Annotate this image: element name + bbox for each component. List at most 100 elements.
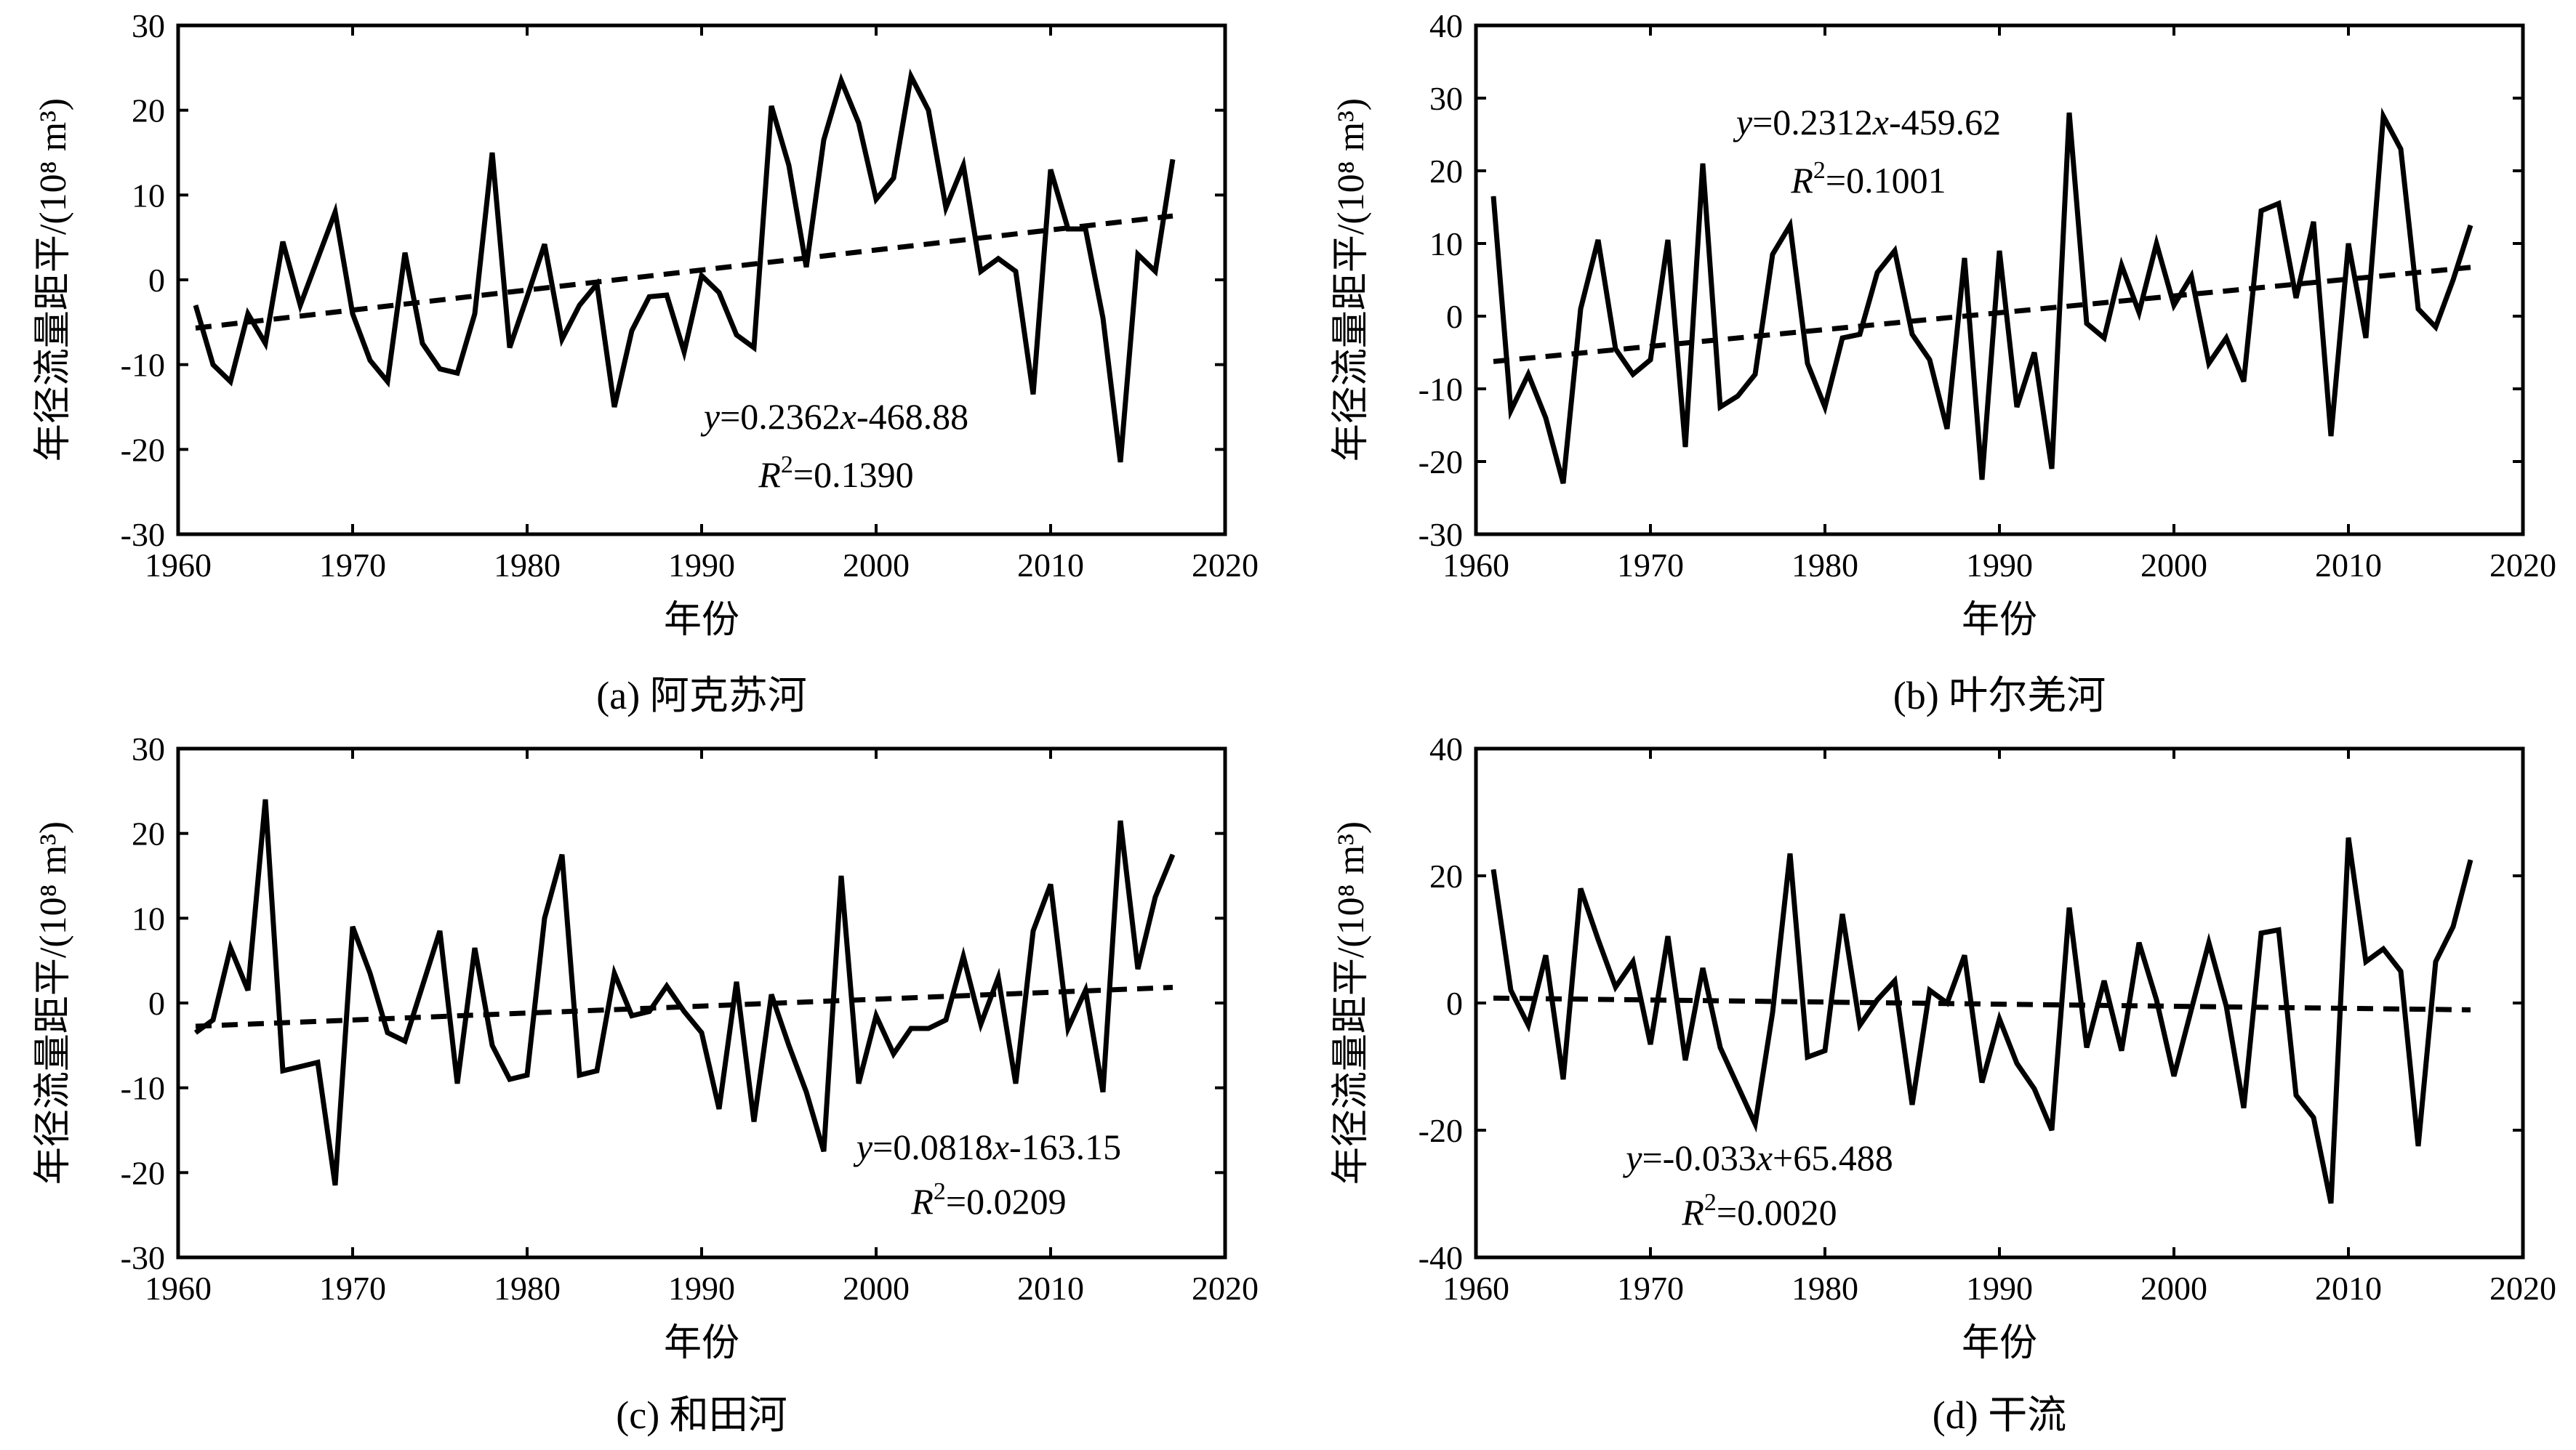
y-tick-label: 10 bbox=[132, 177, 165, 214]
x-tick-label: 1970 bbox=[1617, 547, 1684, 584]
data-point bbox=[474, 313, 476, 315]
data-point bbox=[2348, 243, 2349, 244]
data-point bbox=[1493, 869, 1494, 870]
data-point bbox=[2208, 942, 2210, 943]
x-tick-label: 1960 bbox=[145, 1270, 212, 1307]
regression-equation: y=-0.033x+65.488 bbox=[1622, 1137, 1893, 1178]
data-point bbox=[683, 351, 685, 353]
data-point bbox=[910, 76, 912, 77]
panel-caption: (d) 干流 bbox=[1933, 1393, 2066, 1437]
data-point bbox=[910, 1028, 912, 1029]
y-tick-label: -20 bbox=[1419, 443, 1463, 480]
y-tick-label: 30 bbox=[132, 7, 165, 44]
data-point bbox=[788, 1044, 790, 1046]
y-tick-label: 10 bbox=[132, 900, 165, 937]
data-point bbox=[2016, 406, 2018, 408]
data-point bbox=[596, 283, 598, 285]
data-point bbox=[1824, 1050, 1826, 1052]
data-point bbox=[2138, 942, 2140, 943]
data-point bbox=[1562, 483, 1564, 484]
y-tick-label: -20 bbox=[1419, 1112, 1463, 1149]
data-point bbox=[579, 1074, 580, 1076]
series-line bbox=[1490, 107, 2473, 484]
r-squared: R2=0.1390 bbox=[758, 451, 913, 495]
data-point bbox=[2016, 1063, 2018, 1064]
data-point bbox=[1597, 939, 1599, 940]
data-point bbox=[1650, 359, 1651, 361]
x-tick-label: 1960 bbox=[145, 547, 212, 584]
data-point bbox=[875, 1015, 877, 1016]
y-tick-label: -10 bbox=[121, 347, 165, 384]
data-point bbox=[928, 1028, 929, 1029]
x-tick-label: 1960 bbox=[1443, 1270, 1509, 1307]
data-point bbox=[788, 165, 790, 166]
data-point bbox=[1720, 406, 1721, 408]
data-point bbox=[404, 252, 406, 254]
x-tick-label: 1980 bbox=[1791, 1270, 1858, 1307]
data-point bbox=[1528, 1025, 1529, 1026]
y-axis-title: 年径流量距平/(10⁸ m³) bbox=[1331, 821, 1372, 1185]
data-point bbox=[247, 313, 249, 315]
y-tick-label: -10 bbox=[121, 1070, 165, 1107]
data-point bbox=[1137, 968, 1139, 970]
data-point bbox=[1789, 853, 1791, 854]
x-tick-label: 1980 bbox=[494, 547, 561, 584]
y-axis-title: 年径流量距平/(10⁸ m³) bbox=[33, 98, 74, 462]
y-tick-label: -30 bbox=[121, 516, 165, 553]
data-point bbox=[753, 1121, 755, 1122]
data-point bbox=[2191, 1009, 2192, 1010]
y-tick-label: -20 bbox=[121, 1154, 165, 1191]
data-point bbox=[718, 1108, 720, 1110]
data-point bbox=[265, 343, 266, 344]
x-tick-label: 1970 bbox=[319, 547, 386, 584]
x-tick-label: 2000 bbox=[2140, 547, 2207, 584]
data-point bbox=[369, 972, 371, 974]
x-tick-label: 1990 bbox=[668, 547, 735, 584]
y-tick-label: -30 bbox=[121, 1239, 165, 1276]
chart-panel-a: 1960 1970 1980 1990 2000 2010 2020 -30 -20 -10 0 10… bbox=[33, 7, 1259, 717]
regression-equation: y=0.0818x-163.15 bbox=[853, 1127, 1121, 1167]
data-point bbox=[2417, 308, 2419, 310]
y-tick-label: 20 bbox=[132, 815, 165, 853]
panel-caption: (c) 和田河 bbox=[616, 1393, 787, 1437]
x-tick-label: 2010 bbox=[2315, 547, 2382, 584]
y-tick-label: -30 bbox=[1419, 516, 1463, 553]
x-tick-label: 2000 bbox=[843, 1270, 910, 1307]
data-point bbox=[2226, 1005, 2227, 1007]
data-point bbox=[945, 207, 947, 209]
data-point bbox=[771, 105, 772, 107]
data-point bbox=[980, 270, 982, 272]
y-tick-label: 40 bbox=[1429, 7, 1463, 44]
data-point bbox=[1807, 363, 1808, 364]
data-point bbox=[1032, 394, 1034, 395]
data-point bbox=[2051, 468, 2053, 470]
data-point bbox=[2400, 148, 2402, 150]
y-tick-label: 0 bbox=[1446, 985, 1463, 1022]
y-tick-label: 40 bbox=[1429, 730, 1463, 768]
x-tick-label: 1980 bbox=[1791, 547, 1858, 584]
data-point bbox=[1562, 1079, 1564, 1080]
x-tick-label: 2000 bbox=[2140, 1270, 2207, 1307]
data-point bbox=[2260, 210, 2262, 212]
data-point bbox=[2069, 907, 2070, 909]
data-point bbox=[300, 305, 301, 306]
data-point bbox=[579, 305, 580, 306]
r-squared: R2=0.0020 bbox=[1681, 1189, 1837, 1233]
data-point bbox=[491, 1044, 493, 1046]
data-point bbox=[1999, 1018, 2000, 1020]
x-tick-label: 2020 bbox=[1192, 547, 1259, 584]
data-point bbox=[1155, 896, 1156, 898]
data-point bbox=[1155, 270, 1156, 272]
y-tick-label: -10 bbox=[1419, 371, 1463, 408]
data-point bbox=[1493, 196, 1494, 197]
x-tick-label: 1960 bbox=[1443, 547, 1509, 584]
data-point bbox=[2400, 970, 2402, 972]
data-point bbox=[282, 241, 284, 242]
x-tick-label: 2010 bbox=[1017, 1270, 1084, 1307]
y-tick-label: 30 bbox=[132, 730, 165, 768]
x-axis-title: 年份 bbox=[664, 1323, 739, 1364]
y-axis-title: 年径流量距平/(10⁸ m³) bbox=[33, 821, 74, 1185]
data-point bbox=[2103, 337, 2105, 339]
data-point bbox=[1946, 428, 1948, 430]
